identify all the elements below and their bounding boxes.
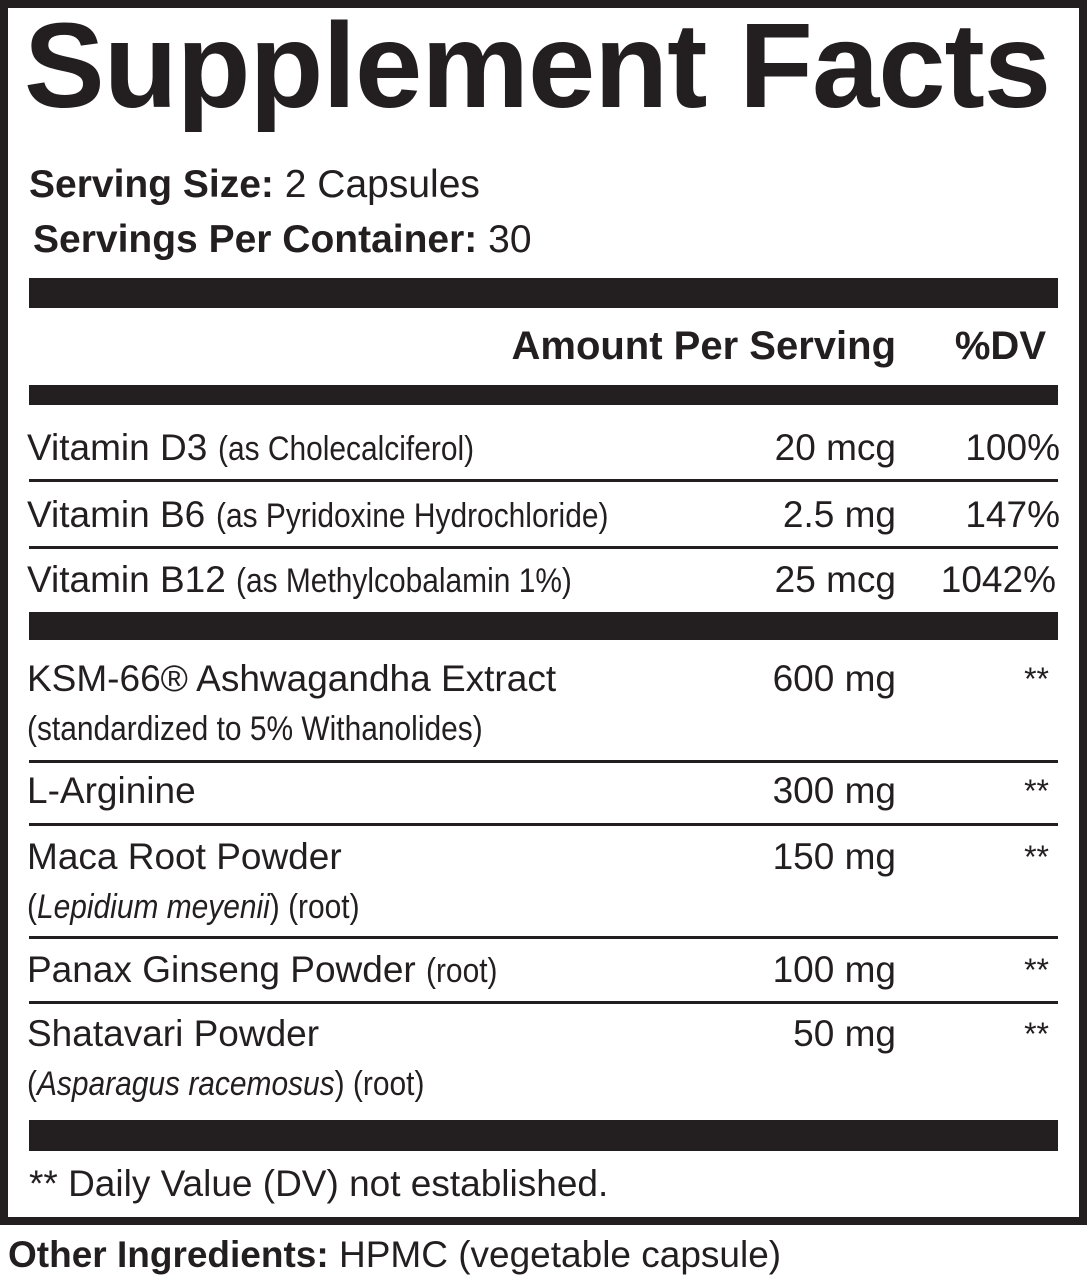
nutrient-amount: 25 mcg	[774, 559, 896, 600]
divider-bar	[29, 612, 1058, 640]
ingredient-detail: (Lepidium meyenii) (root)	[27, 888, 360, 926]
ingredient-amount: 600 mg	[772, 658, 896, 699]
panel-title: Supplement Facts	[24, 0, 1051, 133]
nutrient-name: Vitamin B12 (as Methylcobalamin 1%)	[27, 559, 573, 600]
dv-header: %DV	[954, 324, 1046, 368]
divider-bar	[29, 1120, 1058, 1151]
nutrient-dv: 1042%	[940, 559, 1056, 600]
amount-per-serving-header: Amount Per Serving	[511, 324, 896, 368]
nutrient-amount: 2.5 mg	[782, 494, 896, 535]
ingredient-name: KSM-66® Ashwagandha Extract	[27, 658, 557, 699]
ingredient-name: Shatavari Powder	[27, 1013, 320, 1054]
nutrient-dv: 100%	[965, 427, 1060, 468]
ingredient-dv: **	[1024, 839, 1049, 875]
divider-bar	[29, 278, 1058, 308]
ingredient-name: L-Arginine	[27, 770, 196, 811]
footnote: ** Daily Value (DV) not established.	[29, 1163, 609, 1204]
servings-per-container: Servings Per Container: 30	[33, 218, 532, 261]
row-divider	[29, 479, 1058, 482]
ingredient-amount: 150 mg	[772, 836, 896, 877]
ingredient-amount: 100 mg	[772, 949, 896, 990]
ingredient-detail: (standardized to 5% Withanolides)	[27, 710, 483, 748]
ingredient-amount: 300 mg	[772, 770, 896, 811]
row-divider	[29, 936, 1058, 939]
ingredient-detail: (Asparagus racemosus) (root)	[27, 1065, 425, 1103]
ingredient-dv: **	[1024, 773, 1049, 809]
ingredient-name: Maca Root Powder	[27, 836, 342, 877]
ingredient-dv: **	[1024, 952, 1049, 988]
other-ingredients: Other Ingredients: HPMC (vegetable capsu…	[8, 1234, 782, 1275]
ingredient-dv: **	[1024, 661, 1049, 697]
nutrient-dv: 147%	[965, 494, 1060, 535]
ingredient-amount: 50 mg	[793, 1013, 896, 1054]
ingredient-name: Panax Ginseng Powder (root)	[27, 949, 498, 990]
serving-size: Serving Size: 2 Capsules	[29, 163, 480, 206]
nutrient-name: Vitamin D3 (as Cholecalciferol)	[27, 427, 474, 468]
divider-bar	[29, 385, 1058, 405]
row-divider	[29, 546, 1058, 549]
row-divider	[29, 823, 1058, 826]
nutrient-amount: 20 mcg	[774, 427, 896, 468]
nutrient-name: Vitamin B6 (as Pyridoxine Hydrochloride)	[27, 494, 608, 535]
ingredient-dv: **	[1024, 1016, 1049, 1052]
row-divider	[29, 1001, 1058, 1004]
row-divider	[29, 760, 1058, 763]
